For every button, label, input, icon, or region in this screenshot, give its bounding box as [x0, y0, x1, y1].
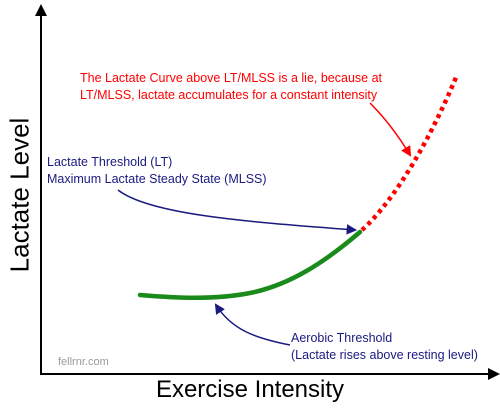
- aerobic-note: Aerobic Threshold (Lactate rises above r…: [291, 330, 478, 364]
- aerobic-note-line1: Aerobic Threshold: [291, 331, 393, 345]
- red-note-line2: LT/MLSS, lactate accumulates for a const…: [80, 88, 378, 102]
- lt-arrow: [117, 189, 358, 235]
- red-note-arrow: [369, 102, 412, 157]
- red-note: The Lactate Curve above LT/MLSS is a lie…: [80, 70, 382, 104]
- lt-note-line1: Lactate Threshold (LT): [47, 155, 173, 169]
- aerobic-arrow: [214, 303, 291, 346]
- red-note-line1: The Lactate Curve above LT/MLSS is a lie…: [80, 71, 383, 85]
- y-axis-label: Lactate Level: [2, 100, 38, 290]
- lt-note: Lactate Threshold (LT) Maximum Lactate S…: [47, 154, 267, 188]
- lactate-curve-green: [137, 229, 363, 300]
- lt-note-line2: Maximum Lactate Steady State (MLSS): [47, 172, 267, 186]
- aerobic-note-line2: (Lactate rises above resting level): [291, 348, 478, 362]
- watermark: fellrnr.com: [58, 356, 109, 368]
- x-axis-label: Exercise Intensity: [155, 376, 345, 403]
- y-axis-label-text: Lactate Level: [4, 117, 35, 273]
- lactate-curve-red-dotted: [360, 74, 460, 232]
